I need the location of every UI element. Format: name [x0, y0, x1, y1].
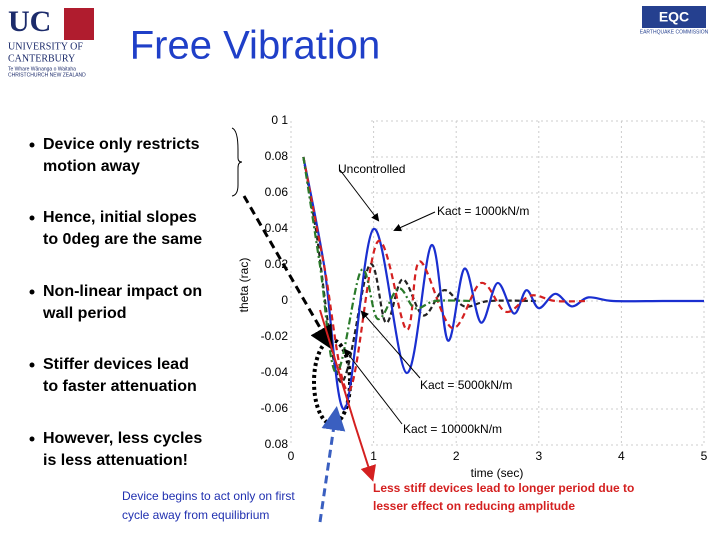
arrow [393, 211, 436, 232]
y-tick-label: 0.08 [265, 149, 289, 163]
y-tick-label: 0 1 [271, 113, 288, 127]
arrow [360, 310, 421, 379]
series-line [302, 156, 473, 375]
x-axis-label: time (sec) [471, 466, 524, 480]
bullet-dot [29, 362, 35, 368]
bullet-dot [29, 142, 35, 148]
bullet-text: to faster attenuation [43, 378, 197, 395]
x-tick-label: 2 [453, 449, 460, 463]
title: Free Vibration [130, 24, 381, 68]
logo-eqc-sub: EARTHQUAKE COMMISSION [640, 29, 709, 35]
series-label: Kact = 5000kN/m [420, 378, 512, 392]
logo-text: Te Whare Wānanga o Waitaha [8, 66, 76, 72]
arrow [343, 348, 403, 425]
y-axis-label: theta (rac) [237, 258, 251, 313]
note: cycle away from equilibrium [122, 508, 269, 522]
bullet-text: wall period [42, 305, 127, 322]
y-tick-label: -0.06 [261, 401, 289, 415]
bullet-text: motion away [43, 158, 140, 175]
logo-text: UNIVERSITY OF [8, 41, 83, 52]
logo-uc: UC [8, 5, 51, 38]
arrow [318, 406, 346, 523]
arrow [339, 169, 380, 222]
bullet-text: to 0deg are the same [43, 231, 202, 248]
y-tick-label: -0.04 [261, 365, 289, 379]
series-line [302, 156, 589, 393]
y-tick-label: 0 [281, 293, 288, 307]
logo-text: CHRISTCHURCH NEW ZEALAND [8, 72, 86, 78]
bullet-text: Non-linear impact on [43, 283, 202, 300]
x-tick-label: 3 [535, 449, 542, 463]
logo-text: CANTERBURY [8, 53, 75, 64]
bullet-text: Device only restricts [43, 136, 200, 153]
bullet-text: Hence, initial slopes [43, 209, 197, 226]
bracket [231, 127, 243, 197]
y-tick-label: -0.02 [261, 329, 289, 343]
chart: 0 10.080.060.040.020-0.02-0.04-0.060.080… [237, 113, 707, 480]
note: Less stiff devices lead to longer period… [373, 481, 634, 495]
bullet-dot [29, 215, 35, 221]
x-tick-label: 1 [370, 449, 377, 463]
y-tick-label: 0.04 [265, 221, 289, 235]
bullet-dot [29, 289, 35, 295]
series-line [302, 156, 704, 411]
series-label: Kact = 1000kN/m [437, 204, 529, 218]
x-tick-label: 4 [618, 449, 625, 463]
note: lesser effect on reducing amplitude [373, 499, 575, 513]
bullet-text: However, less cycles [43, 430, 202, 447]
series-label: Kact = 10000kN/m [403, 422, 502, 436]
x-tick-label: 0 [288, 449, 295, 463]
bullets: Device only restricts motion away Hence, i… [29, 136, 202, 469]
bullet-text: is less attenuation! [43, 452, 188, 469]
series-line [302, 156, 539, 384]
y-tick-label: 0.06 [265, 185, 289, 199]
logo-eqc-text: EQC [659, 9, 689, 25]
y-tick-label: 0.02 [265, 257, 289, 271]
y-tick-label: 0.08 [265, 437, 289, 451]
series-label: Uncontrolled [338, 162, 405, 176]
arrow [319, 309, 376, 482]
note: Device begins to act only on first [122, 489, 295, 503]
logo-eqc [642, 6, 706, 28]
x-tick-label: 5 [701, 449, 708, 463]
arrow [242, 195, 333, 351]
bullet-dot [29, 436, 35, 442]
logo-crest [64, 8, 94, 40]
bullet-text: Stiffer devices lead [43, 356, 189, 373]
